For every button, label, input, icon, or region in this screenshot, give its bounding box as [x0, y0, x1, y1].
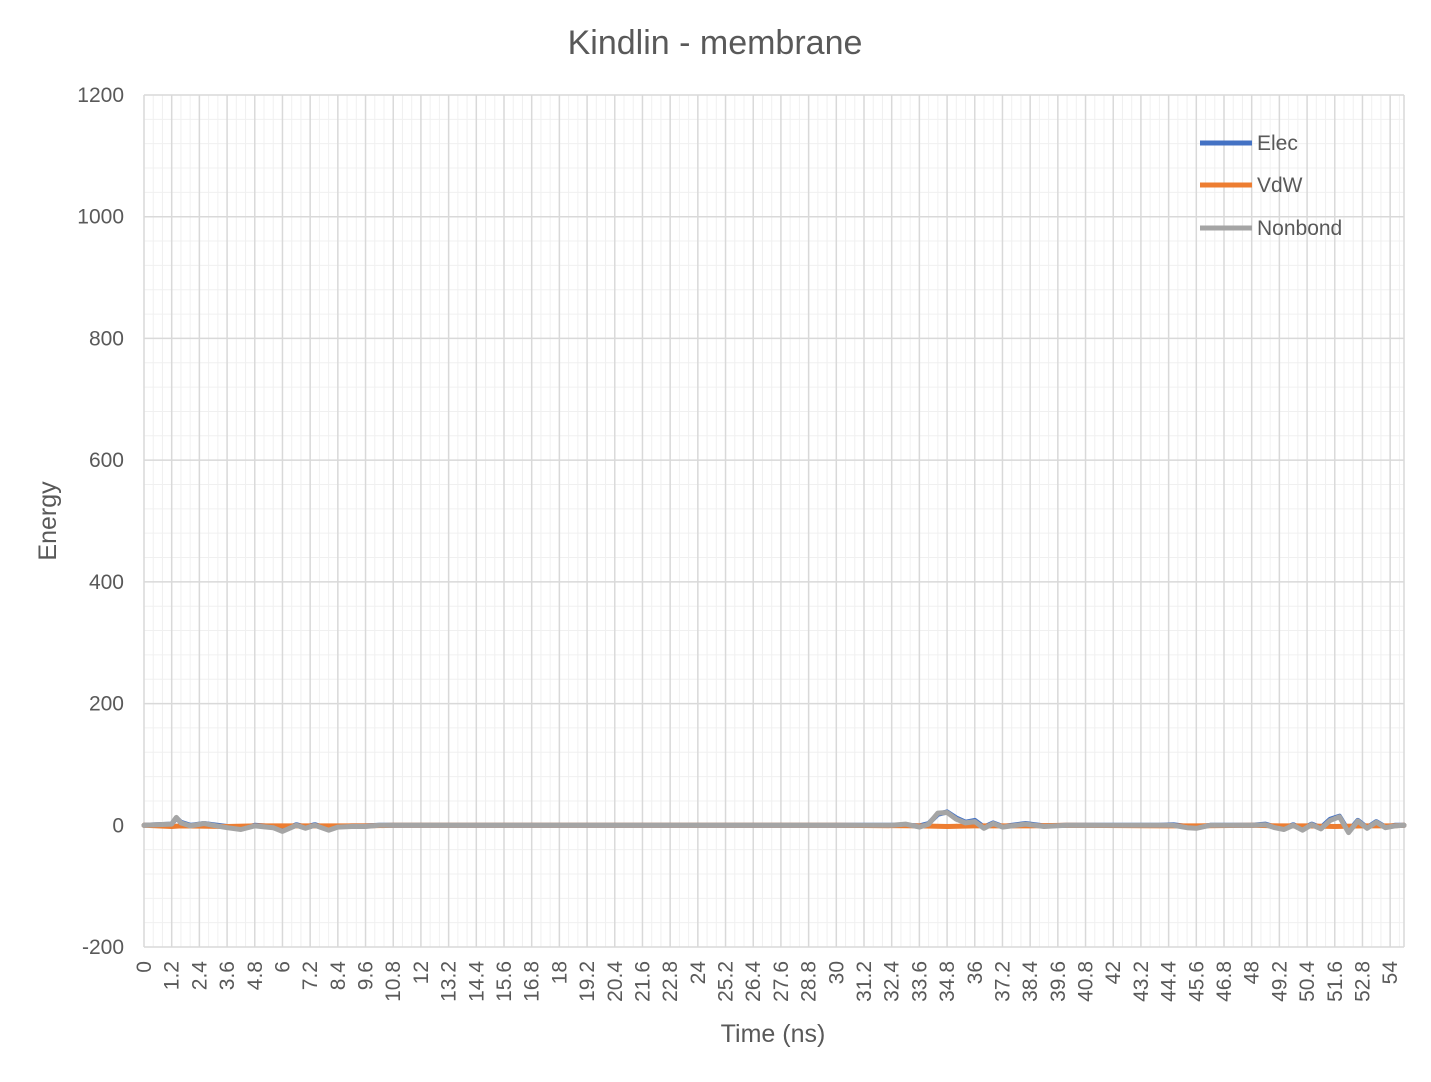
- series-lines: [141, 809, 1407, 836]
- x-tick-label: 36: [964, 961, 987, 984]
- y-tick-label: -200: [82, 936, 124, 959]
- y-axis-tick-labels: -200 0 200 400 600 800 1000 1200: [77, 84, 124, 959]
- x-tick-label: 4.8: [244, 961, 267, 990]
- x-tick-label: 21.6: [631, 961, 654, 1002]
- legend-label-nonbond: Nonbond: [1257, 217, 1342, 240]
- x-tick-label: 51.6: [1324, 961, 1347, 1002]
- chart-title: Kindlin - membrane: [568, 24, 863, 62]
- y-tick-label: 0: [112, 814, 124, 837]
- x-tick-label: 8.4: [327, 961, 350, 991]
- x-tick-label: 28.8: [798, 961, 821, 1002]
- x-tick-label: 52.8: [1351, 961, 1374, 1002]
- series-line-nonbond: [141, 810, 1407, 836]
- x-tick-label: 37.2: [991, 961, 1014, 1002]
- legend-item-elec: Elec: [1200, 132, 1298, 155]
- x-tick-label: 40.8: [1075, 961, 1098, 1002]
- x-tick-label: 26.4: [742, 961, 765, 1002]
- x-tick-label: 48: [1241, 961, 1264, 984]
- x-tick-label: 27.6: [770, 961, 793, 1002]
- x-tick-label: 43.2: [1130, 961, 1153, 1002]
- y-tick-label: 200: [89, 693, 124, 716]
- x-tick-label: 6: [271, 961, 294, 973]
- major-gridlines: [143, 94, 1405, 948]
- x-tick-label: 3.6: [216, 961, 239, 990]
- x-tick-label: 49.2: [1268, 961, 1291, 1002]
- x-tick-label: 22.8: [659, 961, 682, 1002]
- x-tick-label: 2.4: [188, 961, 211, 991]
- x-tick-label: 54: [1379, 961, 1402, 985]
- x-tick-label: 50.4: [1296, 961, 1319, 1002]
- legend: Elec VdW Nonbond: [1200, 132, 1342, 240]
- y-tick-label: 600: [89, 449, 124, 472]
- x-tick-label: 30: [825, 961, 848, 984]
- legend-item-vdw: VdW: [1200, 174, 1303, 197]
- x-tick-label: 24: [687, 961, 710, 985]
- x-tick-label: 45.6: [1185, 961, 1208, 1002]
- x-tick-label: 0: [133, 961, 156, 973]
- x-tick-label: 39.6: [1047, 961, 1070, 1002]
- x-tick-label: 32.4: [881, 961, 904, 1002]
- y-axis-title: Energy: [34, 481, 62, 561]
- x-tick-label: 14.4: [465, 961, 488, 1002]
- y-tick-label: 800: [89, 327, 124, 350]
- x-tick-label: 15.6: [493, 961, 516, 1002]
- x-tick-label: 44.4: [1158, 961, 1181, 1002]
- x-axis-tick-labels: 0 1.2 2.4 3.6 4.8 6 7.2 8.4 9.6 10.8 12 13.2 14.4 15.…: [133, 961, 1402, 1002]
- x-tick-label: 33.6: [908, 961, 931, 1002]
- legend-item-nonbond: Nonbond: [1200, 217, 1342, 240]
- minor-gridlines: [143, 94, 1404, 948]
- x-tick-label: 34.8: [936, 961, 959, 1002]
- x-tick-label: 13.2: [438, 961, 461, 1002]
- x-tick-label: 12: [410, 961, 433, 984]
- y-tick-label: 1000: [77, 206, 124, 229]
- y-tick-label: 400: [89, 571, 124, 594]
- x-tick-label: 42: [1102, 961, 1125, 984]
- legend-label-vdw: VdW: [1257, 174, 1303, 197]
- x-tick-label: 18: [548, 961, 571, 984]
- x-tick-label: 46.8: [1213, 961, 1236, 1002]
- x-tick-label: 25.2: [715, 961, 738, 1002]
- x-tick-label: 9.6: [355, 961, 378, 990]
- x-tick-label: 19.2: [576, 961, 599, 1002]
- x-tick-label: 38.4: [1019, 961, 1042, 1002]
- y-tick-label: 1200: [77, 84, 124, 107]
- x-tick-label: 16.8: [521, 961, 544, 1002]
- x-tick-label: 7.2: [299, 961, 322, 990]
- legend-label-elec: Elec: [1257, 132, 1298, 155]
- x-tick-label: 10.8: [382, 961, 405, 1002]
- x-tick-label: 31.2: [853, 961, 876, 1002]
- x-tick-label: 20.4: [604, 961, 627, 1002]
- x-tick-label: 1.2: [161, 961, 184, 990]
- x-axis-title: Time (ns): [721, 1020, 826, 1048]
